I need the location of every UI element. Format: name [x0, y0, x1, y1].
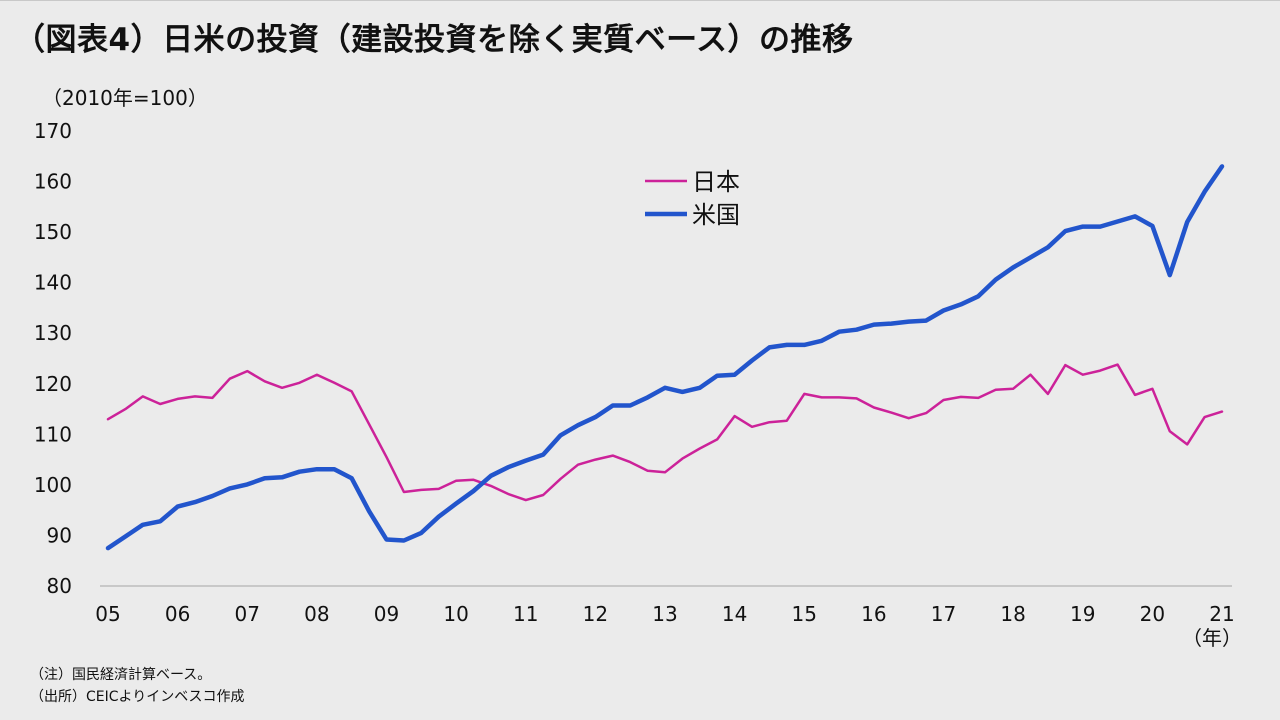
x-tick-label: 20	[1140, 602, 1165, 626]
legend-label: 日本	[692, 168, 740, 196]
x-tick-label: 15	[792, 602, 817, 626]
series-line-2	[105, 164, 1225, 551]
x-tick-label: 16	[861, 602, 886, 626]
x-tick-label: 08	[304, 602, 329, 626]
x-tick-label: 07	[235, 602, 260, 626]
y-tick-label: 100	[34, 473, 72, 497]
y-tick-label: 90	[47, 523, 72, 547]
x-tick-label: 17	[931, 602, 956, 626]
x-tick-label: 21	[1209, 602, 1234, 626]
x-tick-label: 11	[513, 602, 538, 626]
y-tick-label: 120	[34, 372, 72, 396]
source-note: （出所）CEICよりインベスコ作成	[30, 689, 245, 705]
y-tick-label: 130	[34, 321, 72, 345]
axes: 80 90 100 110 120 130 140 150 160 170 05 06 07 08 09 10…	[34, 119, 1242, 650]
chart-title: （図表4）日米の投資（建設投資を除く実質ベース）の推移	[14, 22, 854, 58]
x-tick-label: 13	[652, 602, 677, 626]
y-tick-label: 160	[34, 170, 72, 194]
x-tick-label: 19	[1070, 602, 1095, 626]
x-tick-label: 06	[165, 602, 190, 626]
series-lines	[105, 164, 1225, 551]
footnote: （注）国民経済計算ベース。	[30, 667, 212, 683]
y-tick-label: 110	[34, 422, 72, 446]
y-tick-label: 170	[34, 119, 72, 143]
y-axis-unit-label: （2010年=100）	[42, 86, 208, 110]
y-tick-label: 140	[34, 271, 72, 295]
x-tick-label: 14	[722, 602, 747, 626]
x-tick-label: 12	[583, 602, 608, 626]
y-tick-label: 80	[47, 574, 72, 598]
x-tick-label: 18	[1000, 602, 1025, 626]
series-line-1	[106, 363, 1224, 502]
x-axis-unit-label: （年）	[1182, 626, 1242, 650]
top-border	[0, 0, 1280, 1]
x-tick-label: 10	[443, 602, 468, 626]
legend-label: 米国	[692, 201, 740, 229]
y-tick-label: 150	[34, 220, 72, 244]
x-tick-label: 05	[95, 602, 120, 626]
x-tick-label: 09	[374, 602, 399, 626]
